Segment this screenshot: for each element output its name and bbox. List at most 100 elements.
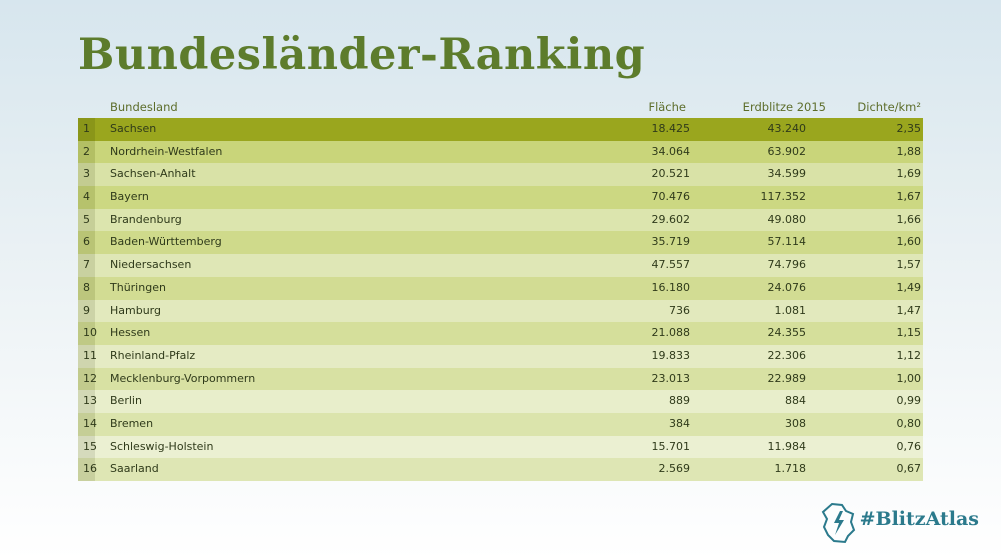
table-row: 3 Sachsen-Anhalt 20.521 34.599 1,69 — [78, 163, 923, 187]
table-cell: Bayern — [110, 190, 149, 204]
table-cell: 1,67 — [896, 190, 922, 204]
table-cell: Brandenburg — [110, 212, 182, 226]
table-cell: 1,15 — [896, 326, 922, 340]
header-cell: Erdblitze 2015 — [742, 100, 826, 114]
table-cell: 24.076 — [767, 280, 807, 294]
title: Bundesländer-Ranking — [78, 30, 646, 80]
table-cell: 29.602 — [651, 212, 691, 226]
table-cell: 308 — [785, 416, 806, 430]
table-cell: 24.355 — [767, 326, 807, 340]
rank-cell: 1 — [78, 118, 95, 141]
table-row: 2 Nordrhein-Westfalen 34.064 63.902 1,88 — [78, 140, 923, 164]
table-cell: 2,35 — [896, 122, 922, 135]
table-cell: 57.114 — [767, 235, 807, 249]
table-cell: 1,69 — [896, 167, 922, 181]
rank-cell: 10 — [78, 322, 97, 345]
rank-cell: 9 — [78, 299, 95, 323]
rank-cell: 2 — [78, 140, 95, 164]
table-row: 5 Brandenburg 29.602 49.080 1,66 — [78, 208, 923, 232]
rank-cell: 13 — [78, 390, 97, 413]
table-cell: Schleswig-Holstein — [110, 439, 214, 453]
rank-cell: 5 — [78, 208, 95, 232]
table-row: 7 Niedersachsen 47.557 74.796 1,57 — [78, 254, 923, 277]
table-cell: 63.902 — [767, 144, 807, 158]
table-cell: 11.984 — [767, 439, 807, 453]
table-cell: Sachsen-Anhalt — [110, 167, 196, 181]
table-cell: Rheinland-Pfalz — [110, 348, 196, 362]
table-cell: 1.718 — [774, 462, 807, 476]
table-cell: Thüringen — [110, 280, 166, 294]
table-cell: 18.425 — [651, 122, 691, 135]
table-cell: 0,80 — [896, 416, 922, 430]
table-row: 16 Saarland 2.569 1.718 0,67 — [78, 458, 923, 481]
table-cell: 1.081 — [774, 303, 807, 317]
table-cell: 15.701 — [651, 439, 691, 453]
table-cell: Bremen — [110, 416, 154, 430]
ranking-table: Bundesland Fläche Erdblitze 2015 Dichte/km²… — [78, 96, 923, 481]
rank-cell: 8 — [78, 276, 95, 300]
table-cell: 19.833 — [651, 348, 691, 362]
table-cell: 0,67 — [896, 462, 922, 476]
table-cell: Berlin — [110, 394, 142, 408]
table-cell: 1,88 — [896, 144, 922, 158]
table-cell: Sachsen — [110, 122, 157, 135]
table-cell: 35.719 — [651, 235, 691, 249]
table-cell: 49.080 — [767, 212, 807, 226]
rank-cell: 14 — [78, 412, 97, 436]
table-cell: 47.557 — [651, 258, 691, 272]
header-cell: Bundesland — [110, 100, 178, 114]
table-cell: 1,12 — [896, 348, 922, 362]
table-row: 12 Mecklenburg-Vorpommern 23.013 22.989 1,00 — [78, 367, 923, 391]
table-cell: 16.180 — [651, 280, 691, 294]
table-cell: 20.521 — [651, 167, 691, 181]
table-cell: Nordrhein-Westfalen — [110, 144, 223, 158]
table-row: 8 Thüringen 16.180 24.076 1,49 — [78, 276, 923, 300]
table-cell: 34.064 — [651, 144, 691, 158]
table-cell: 1,66 — [896, 212, 922, 226]
table-cell: 1,60 — [896, 235, 922, 249]
table-row: 15 Schleswig-Holstein 15.701 11.984 0,76 — [78, 435, 923, 459]
header-cell: Fläche — [648, 100, 686, 114]
rank-cell: 7 — [78, 254, 95, 277]
table-row: 13 Berlin 889 884 0,99 — [78, 390, 923, 413]
header-cell: Dichte/km² — [857, 100, 921, 114]
table-row: 10 Hessen 21.088 24.355 1,15 — [78, 322, 923, 345]
table-cell: 1,49 — [896, 280, 922, 294]
table-cell: 0,76 — [896, 439, 922, 453]
table-cell: Hamburg — [110, 303, 161, 317]
table-row: 9 Hamburg 736 1.081 1,47 — [78, 299, 923, 323]
rank-cell: 11 — [78, 344, 97, 368]
table-cell: 70.476 — [651, 190, 691, 204]
table-cell: 0,99 — [896, 394, 922, 408]
table-cell: 2.569 — [658, 462, 691, 476]
table-cell: 23.013 — [651, 371, 691, 385]
header-row: Bundesland Fläche Erdblitze 2015 Dichte/km² — [78, 96, 923, 118]
rank-cell: 4 — [78, 186, 95, 209]
rank-cell: 16 — [78, 458, 97, 481]
table-cell: 884 — [785, 394, 806, 408]
table-row: 6 Baden-Württemberg 35.719 57.114 1,60 — [78, 231, 923, 255]
table-cell: 384 — [669, 416, 690, 430]
table-cell: Saarland — [110, 462, 159, 476]
table-row: 14 Bremen 384 308 0,80 — [78, 412, 923, 436]
table-cell: 43.240 — [767, 122, 807, 135]
table-row: 1 Sachsen 18.425 43.240 2,35 — [78, 118, 923, 141]
table-cell: 74.796 — [767, 258, 807, 272]
table-cell: 21.088 — [651, 326, 691, 340]
table-row: 4 Bayern 70.476 117.352 1,67 — [78, 186, 923, 209]
table-cell: Mecklenburg-Vorpommern — [110, 371, 256, 385]
table-row: 11 Rheinland-Pfalz 19.833 22.306 1,12 — [78, 344, 923, 368]
table-cell: 1,47 — [896, 303, 922, 317]
table-cell: Hessen — [110, 326, 151, 340]
logo-icon — [821, 502, 856, 544]
table-cell: 117.352 — [760, 190, 807, 204]
rank-cell: 6 — [78, 231, 95, 255]
rank-cell: 12 — [78, 367, 97, 391]
rank-cell: 3 — [78, 163, 95, 187]
table-cell: 22.989 — [767, 371, 807, 385]
table-cell: Niedersachsen — [110, 258, 192, 272]
table-cell: 34.599 — [767, 167, 807, 181]
table-cell: 1,57 — [896, 258, 922, 272]
table-cell: Baden-Württemberg — [110, 235, 222, 249]
